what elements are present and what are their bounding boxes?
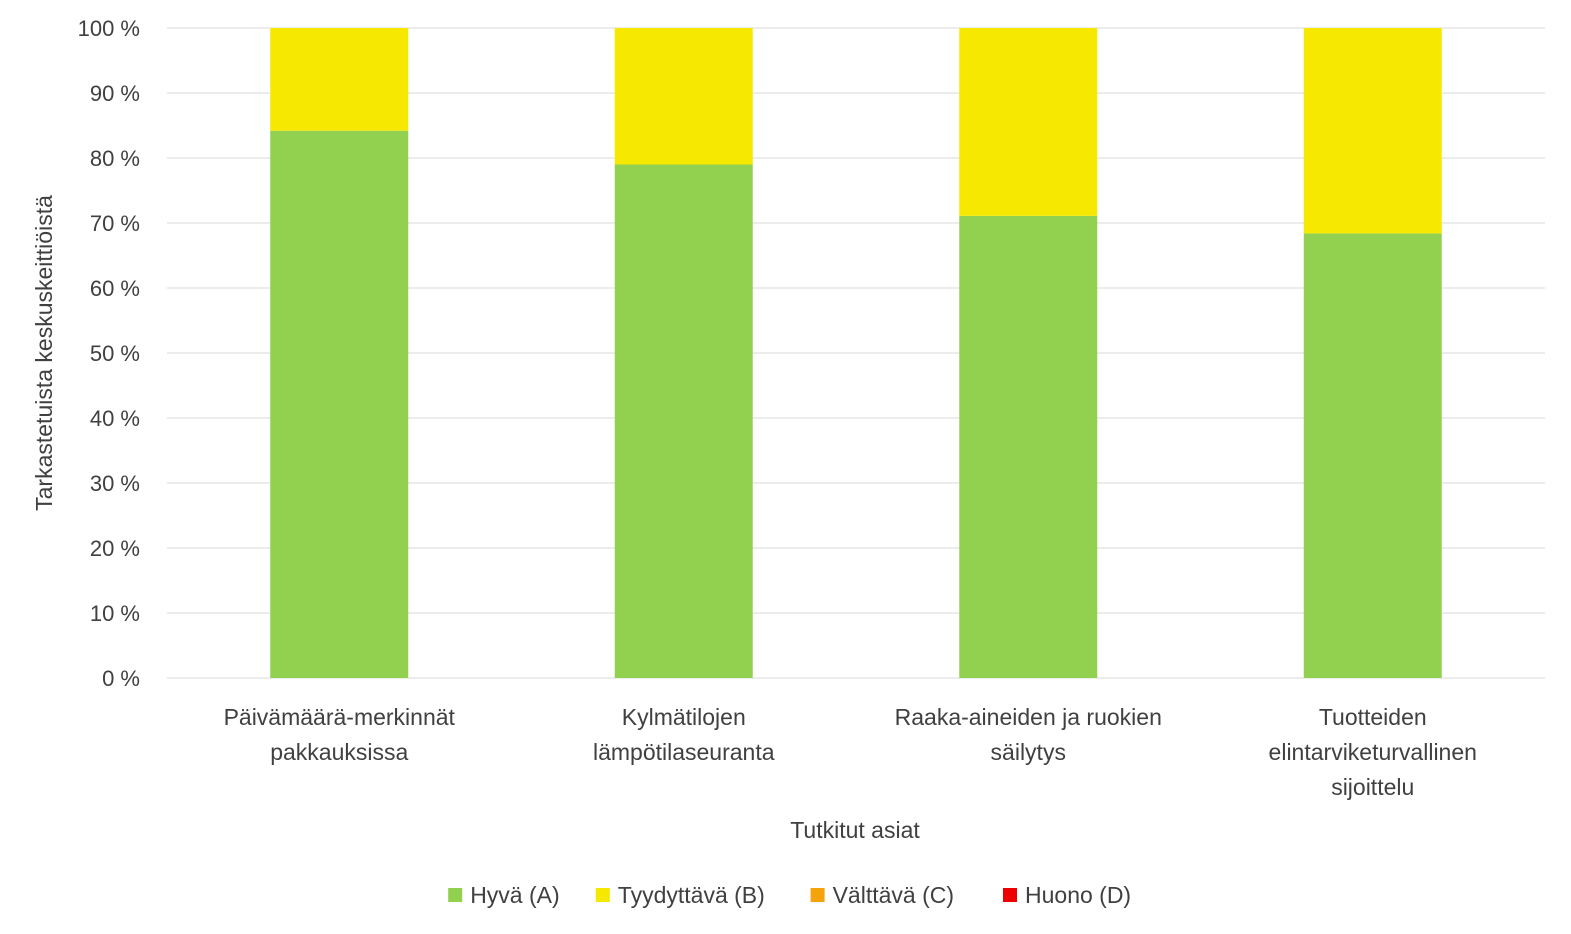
bar-segment-2-category-2 [614, 28, 753, 165]
legend-label: Välttävä (C) [833, 882, 954, 908]
legend-swatch [595, 888, 610, 902]
y-tick-label: 10 % [90, 601, 140, 626]
x-category-label: Päivämäärä-merkinnät pakkauksissa [224, 704, 456, 765]
y-axis-title: Tarkastetuista keskuskeittiöistä [31, 195, 57, 511]
bar-segment-2-category-1 [270, 28, 409, 131]
legend: Hyvä (A) Tyydyttävä (B) Välttävä (C) Huono … [448, 882, 1131, 908]
bar-segment-2-category-4 [1303, 28, 1442, 234]
y-tick-label: 50 % [90, 341, 140, 366]
legend-swatch [448, 888, 463, 902]
x-category-label: Kylmätilojen lämpötilaseuranta [593, 704, 775, 765]
bar-segment-2-category-3 [959, 28, 1098, 216]
bar-segment-1-category-4 [1303, 233, 1442, 678]
y-tick-label: 80 % [90, 146, 140, 171]
bars [270, 28, 1442, 678]
legend-item-2: Tyydyttävä (B) [595, 882, 765, 908]
legend-label: Tyydyttävä (B) [618, 882, 765, 908]
legend-item-3: Välttävä (C) [810, 882, 954, 908]
bar-segment-1-category-2 [614, 164, 753, 678]
x-axis-title: Tutkitut asiat [790, 817, 920, 843]
y-tick-label: 20 % [90, 536, 140, 561]
x-category-label: Raaka-aineiden ja ruokien säilytys [895, 704, 1162, 765]
legend-item-1: Hyvä (A) [448, 882, 560, 908]
legend-item-4: Huono (D) [1003, 882, 1131, 908]
bar-segment-1-category-1 [270, 130, 409, 678]
x-category-label: Tuotteiden elintarviketurvallinen sijoitte… [1269, 704, 1477, 800]
x-axis-categories: Päivämäärä-merkinnät pakkauksissa Kylmätil… [224, 704, 1477, 800]
y-axis-ticks: 0 % 10 % 20 % 30 % 40 % 50 % 60 % 70 % 80 % 90 % 1… [78, 16, 140, 691]
bar-segment-1-category-3 [959, 215, 1098, 678]
y-tick-label: 0 % [102, 666, 140, 691]
y-tick-label: 40 % [90, 406, 140, 431]
y-tick-label: 60 % [90, 276, 140, 301]
y-tick-label: 70 % [90, 211, 140, 236]
y-tick-label: 30 % [90, 471, 140, 496]
y-tick-label: 100 % [78, 16, 140, 41]
legend-swatch [1003, 888, 1017, 902]
legend-swatch [810, 888, 825, 902]
y-tick-label: 90 % [90, 81, 140, 106]
legend-label: Huono (D) [1025, 882, 1131, 908]
legend-label: Hyvä (A) [470, 882, 559, 908]
